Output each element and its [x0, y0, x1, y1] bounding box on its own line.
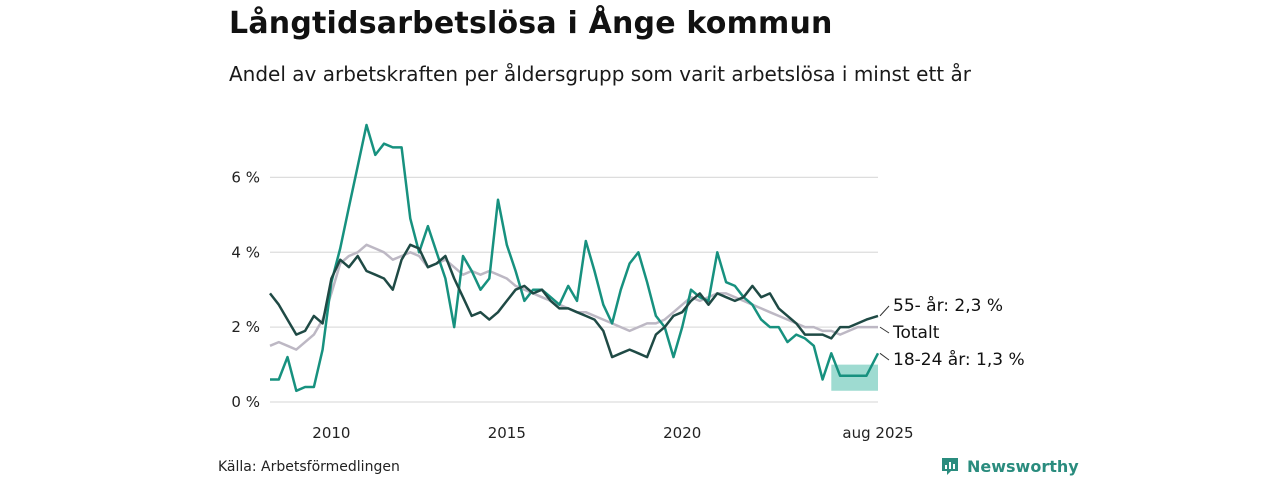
chart-subtitle: Andel av arbetskraften per åldersgrupp s…: [229, 62, 971, 86]
series-line-18-24-r: [270, 123, 880, 393]
series-end-label-18-24-r: 18-24 år: 1,3 %: [893, 349, 1025, 370]
brand-name: Newsworthy: [967, 456, 1079, 476]
label-leader-line: [879, 352, 890, 361]
x-tick-label: aug 2025: [842, 424, 913, 442]
series-line-55-r: [269, 243, 879, 359]
x-tick-label: 2010: [312, 424, 350, 442]
confidence-band: [831, 364, 878, 391]
confidence-band-18-24: [831, 364, 878, 391]
label-leader-line: [879, 305, 890, 317]
y-tick-label: 2 %: [231, 318, 260, 336]
y-tick-label: 0 %: [231, 393, 260, 411]
x-tick-label: 2015: [488, 424, 526, 442]
y-tick-label: 4 %: [231, 243, 260, 261]
chart-title: Långtidsarbetslösa i Ånge kommun: [229, 6, 833, 41]
source-note: Källa: Arbetsförmedlingen: [218, 459, 400, 475]
gridlines: [270, 176, 878, 403]
brand-logo[interactable]: Newsworthy: [940, 456, 1079, 476]
series-end-label-totalt: Totalt: [892, 323, 940, 343]
y-tick-label: 6 %: [231, 168, 260, 186]
label-leader-line: [879, 326, 890, 334]
x-tick-label: 2020: [663, 424, 701, 442]
newsworthy-logo-icon: [942, 458, 958, 475]
axis-labels: 0 % 2 % 4 % 6 % 2010 2015 2020 aug 2025: [231, 168, 913, 442]
series-end-label-55-r: 55- år: 2,3 %: [893, 295, 1003, 316]
series-end-labels: 55- år: 2,3 % Totalt 18-24 år: 1,3 %: [879, 295, 1025, 370]
series-lines: [269, 123, 880, 393]
